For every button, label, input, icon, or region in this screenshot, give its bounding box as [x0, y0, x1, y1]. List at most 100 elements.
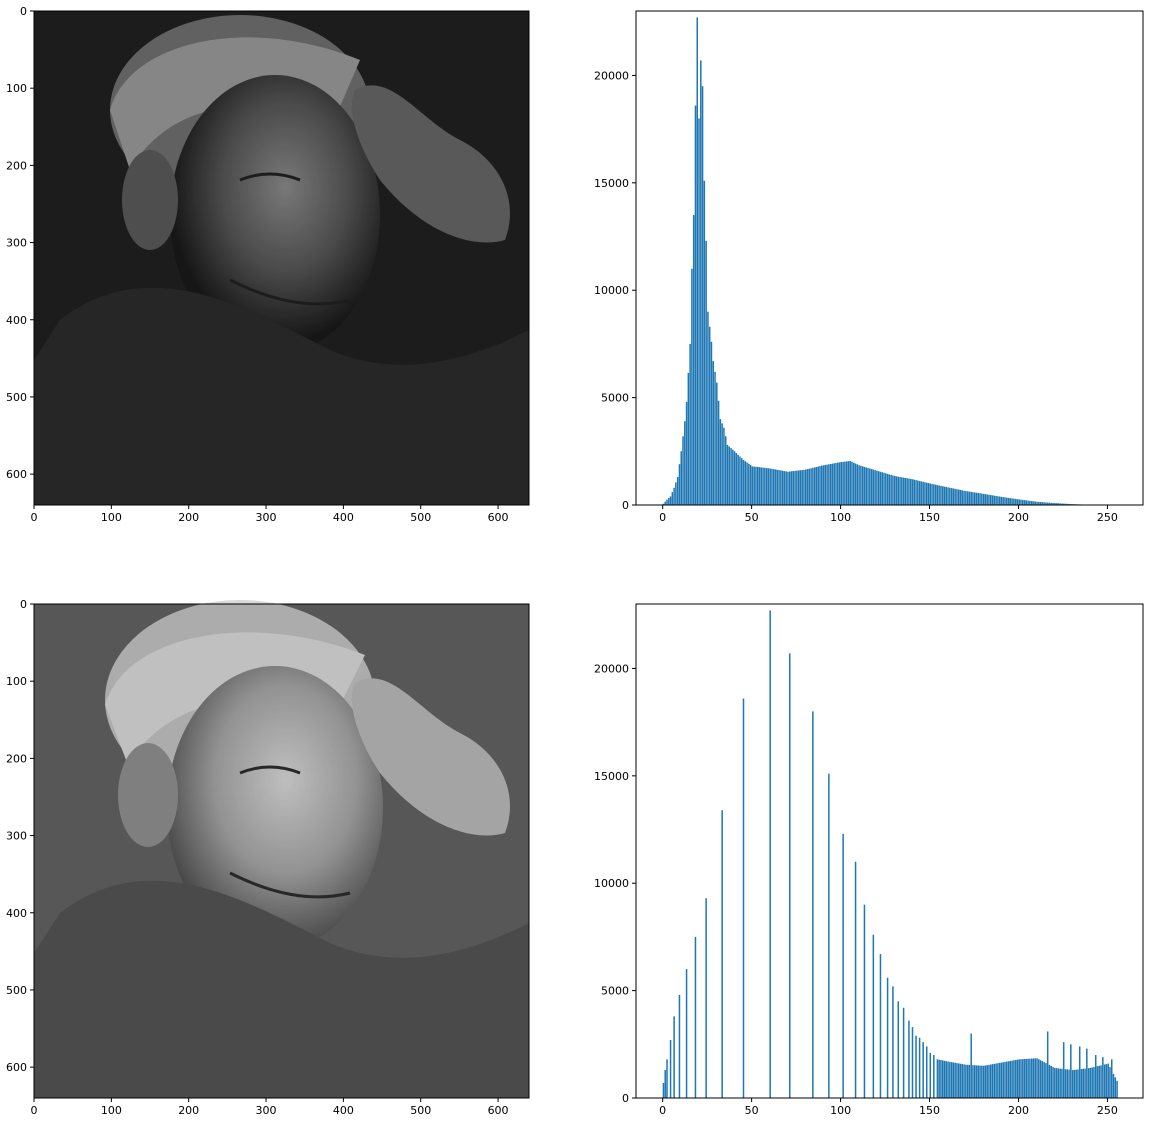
histogram-bar: [893, 476, 896, 505]
histogram-bar: [959, 1063, 962, 1098]
histogram-bar: [673, 1016, 675, 1098]
histogram-bar: [974, 492, 976, 505]
histogram-bar: [691, 268, 693, 505]
x-tick-label: 100: [830, 511, 851, 524]
histogram-bar: [1114, 1077, 1117, 1098]
histogram-bar: [1054, 503, 1056, 505]
histogram-bar: [813, 467, 816, 505]
histogram-bar: [746, 462, 748, 505]
histogram-bar: [666, 499, 668, 505]
histogram-bar: [938, 1059, 940, 1098]
equalized-histogram-panel: 0 50 100 150 200 250 0 5000 10000 15000 20000: [594, 603, 1144, 1117]
histogram-bar: [1013, 498, 1015, 505]
x-tick-label: 400: [333, 1104, 354, 1117]
histogram-bar: [1059, 503, 1061, 505]
histogram-bar: [1062, 503, 1065, 505]
histogram-bar: [1030, 501, 1033, 505]
histogram-bar: [1043, 1062, 1045, 1098]
histogram-bar: [835, 463, 837, 505]
histogram-bar: [1032, 501, 1035, 505]
histogram-bar: [684, 421, 686, 505]
histogram-bar: [1112, 1073, 1115, 1098]
histogram-bar: [957, 1063, 960, 1098]
histogram-bar: [1050, 1065, 1053, 1098]
histogram-bar: [876, 470, 878, 505]
histogram-bar: [1107, 1063, 1109, 1098]
histogram-bar: [666, 1059, 668, 1098]
histogram-bar: [945, 1061, 948, 1098]
histogram-bar: [931, 483, 933, 505]
histogram-bar: [700, 60, 702, 506]
y-tick: 0: [622, 499, 636, 512]
y-tick-label: 400: [6, 314, 27, 327]
histogram-bar: [1082, 1068, 1085, 1098]
y-tick: 20000: [594, 662, 636, 675]
x-tick-label: 200: [178, 511, 199, 524]
histogram-bar: [844, 461, 846, 505]
histogram-bar: [950, 1062, 953, 1098]
histogram-bar: [854, 861, 857, 1098]
histogram-bar: [819, 466, 821, 505]
histogram-bar: [772, 469, 775, 505]
histogram-bar: [963, 1064, 965, 1098]
histogram-bar: [933, 1055, 935, 1098]
histogram-bar: [751, 466, 754, 505]
y-tick: 500: [6, 391, 34, 404]
histogram-bar: [821, 465, 823, 505]
x-tick: 100: [830, 1098, 851, 1117]
histogram-bar: [678, 464, 681, 505]
histogram-bar: [961, 490, 964, 505]
histogram-bar: [765, 468, 768, 505]
histogram-bar: [828, 464, 830, 505]
y-tick: 300: [6, 237, 34, 250]
histogram-bar: [810, 468, 812, 505]
x-tick: 400: [333, 505, 354, 524]
x-tick-label: 600: [488, 511, 509, 524]
histogram-bar: [668, 498, 670, 505]
histogram-bar: [1100, 1065, 1102, 1098]
histogram-bar: [758, 467, 761, 505]
y-tick-label: 200: [6, 752, 27, 765]
histogram-bar: [1068, 1069, 1070, 1098]
histogram-bar: [812, 467, 814, 505]
histogram-bar: [1011, 1060, 1013, 1098]
y-tick: 100: [6, 675, 34, 688]
histogram-bar: [1116, 1080, 1118, 1098]
histogram-bar: [1064, 1069, 1067, 1098]
histogram-bar: [787, 471, 789, 505]
histogram-bar: [936, 485, 939, 505]
x-tick: 200: [1008, 505, 1029, 524]
histogram-bar: [828, 773, 830, 1098]
original-histogram-frame: [635, 10, 1144, 506]
y-tick: 600: [6, 468, 34, 481]
histogram-bar: [877, 471, 880, 505]
histogram-bar: [911, 1027, 914, 1098]
histogram-bar: [922, 1042, 924, 1098]
histogram-bar: [689, 343, 691, 505]
x-tick-label: 200: [178, 1104, 199, 1117]
histogram-bar: [947, 1061, 949, 1098]
histogram-bar: [703, 180, 706, 505]
histogram-bar: [673, 487, 675, 505]
x-tick-label: 0: [31, 511, 38, 524]
histogram-bar: [694, 936, 697, 1098]
x-tick-label: 0: [31, 1104, 38, 1117]
x-tick: 100: [830, 505, 851, 524]
y-tick-label: 5000: [601, 985, 629, 998]
histogram-bar: [897, 1001, 900, 1098]
histogram-bar: [664, 1070, 666, 1098]
y-tick-label: 600: [6, 468, 27, 481]
x-tick: 250: [1097, 505, 1118, 524]
histogram-bar: [1038, 501, 1040, 505]
original-image-panel: 0 100 200 300 400 500 600 0 100 200 300 400 500 600: [6, 5, 530, 524]
histogram-bar: [1098, 1065, 1101, 1098]
histogram-bar: [870, 469, 873, 505]
histogram-bar: [956, 489, 958, 505]
histogram-bar: [940, 485, 942, 505]
histogram-bar: [913, 479, 916, 505]
histogram-bar: [774, 469, 777, 505]
histogram-bar: [829, 463, 832, 505]
histogram-bar: [1054, 1067, 1056, 1098]
histogram-bar: [872, 469, 875, 505]
histogram-bar: [952, 1062, 955, 1098]
